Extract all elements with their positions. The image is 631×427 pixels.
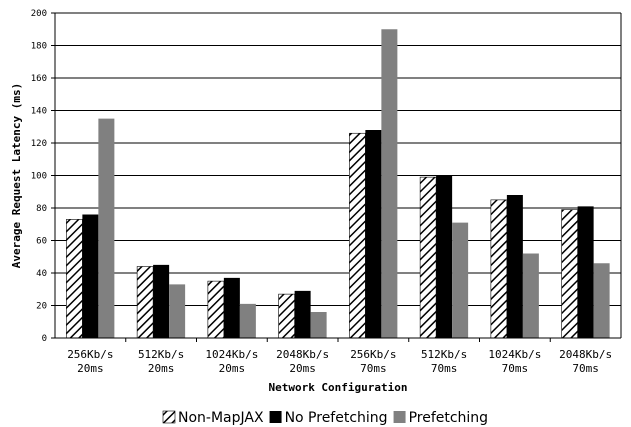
bar xyxy=(349,132,366,339)
legend-swatch xyxy=(269,411,282,423)
y-tick-label: 100 xyxy=(31,172,47,182)
x-tick-label: 20ms xyxy=(289,362,316,375)
legend-swatch xyxy=(162,410,176,424)
y-tick-label: 120 xyxy=(31,139,47,149)
legend-label: Prefetching xyxy=(409,410,489,426)
bar xyxy=(436,175,453,338)
x-tick-label: 256Kb/s xyxy=(350,348,396,361)
legend-label: Non-MapJAX xyxy=(178,410,264,426)
bar xyxy=(593,263,610,338)
bar xyxy=(239,303,256,338)
x-tick-label: 20ms xyxy=(148,362,175,375)
x-tick-label: 70ms xyxy=(431,362,458,375)
bar xyxy=(577,206,594,338)
bar xyxy=(310,312,327,338)
y-tick-label: 60 xyxy=(36,237,47,247)
bar xyxy=(153,264,170,338)
legend-label: No Prefetching xyxy=(285,410,388,426)
legend-swatch xyxy=(393,411,406,423)
bar xyxy=(506,195,523,338)
bars xyxy=(66,29,610,339)
legend: Non-MapJAX No Prefetching Prefetching xyxy=(162,410,489,426)
x-tick-label: 20ms xyxy=(77,362,104,375)
x-tick-label: 20ms xyxy=(219,362,246,375)
y-tick-label: 80 xyxy=(36,204,47,214)
bar xyxy=(522,253,539,338)
x-tick-label: 512Kb/s xyxy=(421,348,467,361)
bar xyxy=(278,293,295,339)
x-tick-label: 512Kb/s xyxy=(138,348,184,361)
x-tick-labels: 256Kb/s20ms512Kb/s20ms1024Kb/s20ms2048Kb… xyxy=(67,348,612,375)
x-tick-label: 70ms xyxy=(360,362,387,375)
x-tick-label: 70ms xyxy=(502,362,529,375)
bar xyxy=(490,199,508,339)
y-tick-label: 0 xyxy=(42,334,47,344)
axes xyxy=(51,12,622,342)
y-tick-label: 140 xyxy=(31,107,47,117)
bar xyxy=(381,29,398,338)
x-tick-label: 1024Kb/s xyxy=(205,348,258,361)
bar xyxy=(223,277,240,338)
x-tick-label: 256Kb/s xyxy=(67,348,113,361)
y-tick-label: 180 xyxy=(31,42,47,52)
bar xyxy=(98,118,115,338)
x-tick-label: 2048Kb/s xyxy=(559,348,612,361)
bar xyxy=(207,280,225,339)
bar xyxy=(169,284,186,338)
y-tick-label: 160 xyxy=(31,74,47,84)
bar xyxy=(365,130,382,338)
x-tick-label: 2048Kb/s xyxy=(276,348,329,361)
bar xyxy=(419,176,437,339)
bar xyxy=(452,222,469,338)
y-tick-label: 40 xyxy=(36,269,47,279)
y-tick-label: 20 xyxy=(36,302,47,312)
bar xyxy=(82,214,99,338)
y-tick-labels: 0 20 40 60 80 100 120 140 160 180 200 xyxy=(31,9,47,344)
bar xyxy=(66,219,83,339)
bar xyxy=(561,209,578,339)
y-axis-label: Average Request Latency (ms) xyxy=(10,83,23,268)
y-tick-label: 200 xyxy=(31,9,47,19)
bar xyxy=(294,290,311,338)
x-axis-label: Network Configuration xyxy=(268,381,407,394)
bar xyxy=(136,266,154,339)
x-tick-label: 70ms xyxy=(572,362,599,375)
x-tick-label: 1024Kb/s xyxy=(488,348,541,361)
